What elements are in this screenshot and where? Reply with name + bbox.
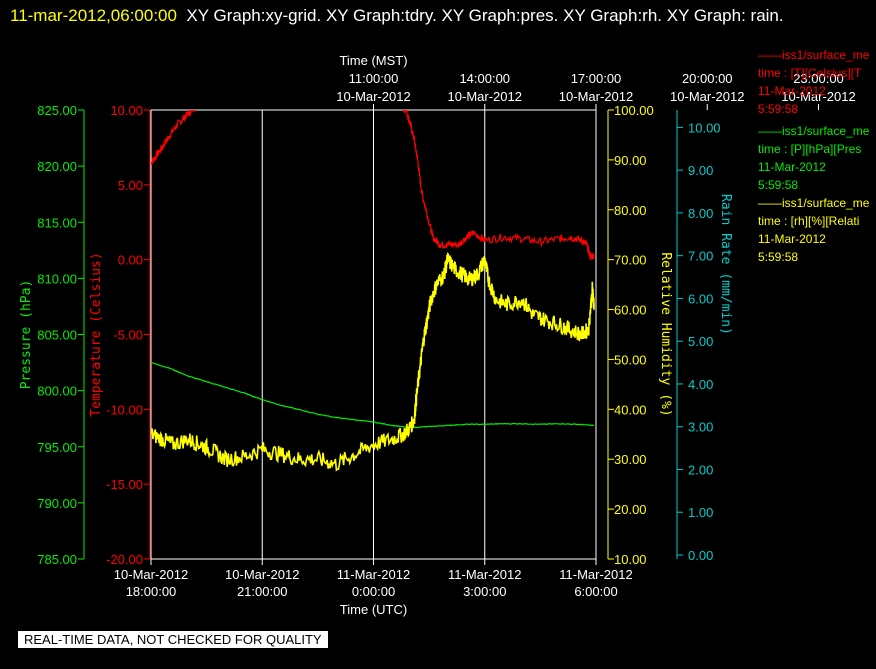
temperature-tick-label: 10.00	[110, 103, 143, 118]
top-axis-title: Time (MST)	[339, 53, 407, 68]
x-tick-label: 11-Mar-2012	[337, 567, 410, 582]
pressure-tick-label: 790.00	[37, 496, 77, 511]
rain-tick-label: 1.00	[688, 505, 713, 520]
humidity-tick-label: 100.00	[614, 103, 654, 118]
top-tick-label: 10-Mar-2012	[781, 89, 855, 104]
x-tick-label: 21:00:00	[237, 584, 288, 599]
legend-series-time: 5:59:58	[758, 250, 799, 264]
humidity-tick-label: 90.00	[614, 153, 647, 168]
series-line-pressure	[151, 362, 595, 429]
pressure-tick-label: 800.00	[37, 384, 77, 399]
rain-tick-label: 5.00	[688, 334, 713, 349]
pressure-tick-label: 820.00	[37, 159, 77, 174]
rain-tick-label: 2.00	[688, 462, 713, 477]
top-tick-label: 10-Mar-2012	[670, 89, 744, 104]
page-title: 11-mar-2012,06:00:00 XY Graph:xy-grid. X…	[10, 2, 860, 29]
graph-list: XY Graph:xy-grid. XY Graph:tdry. XY Grap…	[186, 6, 784, 25]
rain-tick-label: 3.00	[688, 420, 713, 435]
top-tick-label: 10-Mar-2012	[336, 89, 410, 104]
pressure-tick-label: 785.00	[37, 552, 77, 567]
x-tick-label: 3:00:00	[463, 584, 506, 599]
temperature-tick-label: 0.00	[118, 253, 143, 268]
x-tick-label: 0:00:00	[352, 584, 395, 599]
top-tick-label: 10-Mar-2012	[448, 89, 522, 104]
pressure-tick-label: 815.00	[37, 215, 77, 230]
humidity-tick-label: 10.00	[614, 552, 647, 567]
pressure-tick-label: 810.00	[37, 271, 77, 286]
legend-series-time: 5:59:58	[758, 178, 799, 192]
legend-series-date: 11-Mar-2012	[758, 232, 826, 246]
x-tick-label: 10-Mar-2012	[225, 567, 299, 582]
series-line-humidity	[151, 252, 595, 472]
rain-tick-label: 8.00	[688, 206, 713, 221]
humidity-tick-label: 80.00	[614, 203, 647, 218]
quality-warning: REAL-TIME DATA, NOT CHECKED FOR QUALITY	[18, 631, 328, 648]
x-tick-label: 11-Mar-2012	[448, 567, 521, 582]
timestamp: 11-mar-2012,06:00:00	[10, 6, 177, 25]
top-tick-label: 23:00:00	[793, 71, 844, 86]
temperature-axis-title: Temperature (Celsius)	[89, 252, 104, 416]
legend-series-name: ——iss1/surface_me	[758, 48, 870, 62]
rain-tick-label: 0.00	[688, 548, 713, 563]
rain-tick-label: 6.00	[688, 291, 713, 306]
legend-series-name: ——iss1/surface_me	[758, 196, 870, 210]
top-tick-label: 14:00:00	[459, 71, 510, 86]
temperature-tick-label: -5.00	[113, 328, 143, 343]
legend-series-units: time : [T][Celsius][T	[758, 66, 862, 80]
pressure-tick-label: 825.00	[37, 103, 77, 118]
rain-axis-title: Rain Rate (mm/min)	[718, 194, 733, 335]
humidity-tick-label: 70.00	[614, 253, 647, 268]
temperature-tick-label: -15.00	[106, 477, 143, 492]
top-tick-label: 17:00:00	[571, 71, 622, 86]
temperature-tick-label: 5.00	[118, 178, 143, 193]
temperature-tick-label: -10.00	[106, 402, 143, 417]
legend-series-date: 11-Mar-2012	[758, 84, 826, 98]
humidity-tick-label: 20.00	[614, 502, 647, 517]
humidity-tick-label: 30.00	[614, 452, 647, 467]
x-tick-label: 10-Mar-2012	[114, 567, 188, 582]
pressure-tick-label: 805.00	[37, 328, 77, 343]
legend-humidity[interactable]: ——iss1/surface_me time : [rh][%][Relati …	[758, 194, 876, 266]
legend-temperature[interactable]: ——iss1/surface_me time : [T][Celsius][T …	[758, 46, 876, 118]
legend-series-time: 5:59:58	[758, 102, 799, 116]
top-tick-label: 10-Mar-2012	[559, 89, 633, 104]
humidity-axis-title: Relative Humidity (%)	[658, 252, 673, 416]
legend-pressure[interactable]: ——iss1/surface_me time : [P][hPa][Pres 1…	[758, 122, 876, 194]
humidity-tick-label: 40.00	[614, 402, 647, 417]
rain-tick-label: 4.00	[688, 377, 713, 392]
pressure-tick-label: 795.00	[37, 440, 77, 455]
rain-tick-label: 7.00	[688, 249, 713, 264]
series-line-temperature	[151, 110, 595, 261]
x-tick-label: 18:00:00	[126, 584, 177, 599]
rain-tick-label: 9.00	[688, 163, 713, 178]
humidity-tick-label: 60.00	[614, 303, 647, 318]
legend-series-name: ——iss1/surface_me	[758, 124, 870, 138]
legend-series-units: time : [P][hPa][Pres	[758, 142, 862, 156]
rain-tick-label: 10.00	[688, 120, 721, 135]
legend-series-units: time : [rh][%][Relati	[758, 214, 860, 228]
x-tick-label: 11-Mar-2012	[559, 567, 632, 582]
top-tick-label: 11:00:00	[349, 71, 399, 86]
humidity-tick-label: 50.00	[614, 352, 647, 367]
temperature-tick-label: -20.00	[106, 552, 143, 567]
x-axis-title: Time (UTC)	[340, 602, 407, 617]
top-tick-label: 20:00:00	[682, 71, 733, 86]
pressure-axis-title: Pressure (hPa)	[19, 280, 34, 390]
x-tick-label: 6:00:00	[574, 584, 617, 599]
legend-series-date: 11-Mar-2012	[758, 160, 826, 174]
